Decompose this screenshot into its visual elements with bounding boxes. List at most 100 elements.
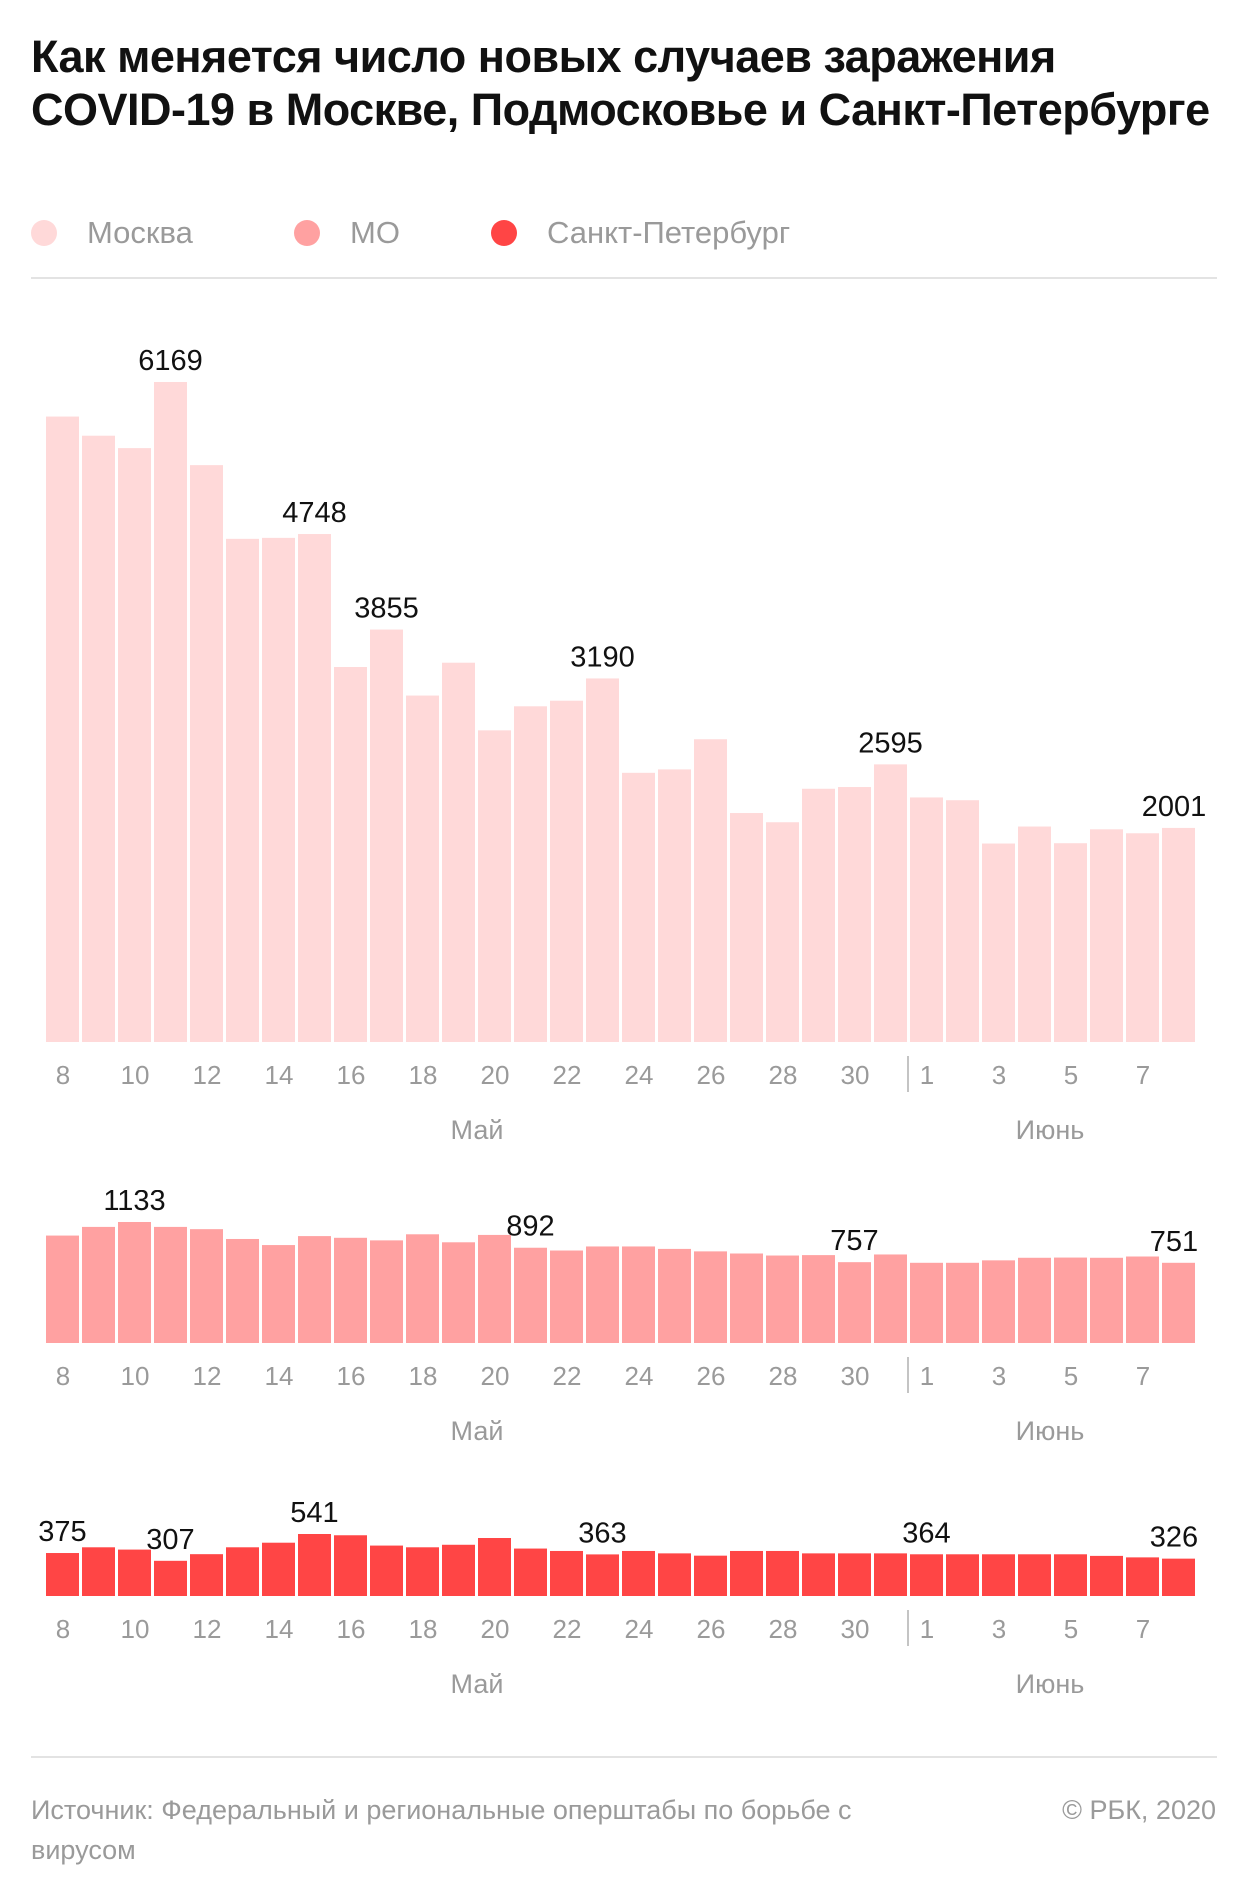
bar-moscow-9 (334, 667, 367, 1042)
bar-spb-26 (946, 1554, 979, 1596)
x-tick-label-mo-5: 16 (337, 1361, 366, 1391)
bar-moscow-15 (550, 700, 583, 1042)
data-label-mo-3: 1133 (103, 1190, 165, 1217)
x-tick-label-moscow-7: 20 (481, 1060, 510, 1090)
bar-mo-4 (154, 1226, 187, 1343)
bar-moscow-2 (82, 435, 115, 1042)
bar-spb-31 (1126, 1557, 1159, 1596)
bar-moscow-20 (730, 813, 763, 1042)
bar-moscow-27 (982, 843, 1015, 1042)
data-label-moscow-8: 4748 (282, 497, 347, 529)
bar-moscow-7 (262, 537, 295, 1042)
x-tick-label-spb-2: 10 (121, 1614, 150, 1644)
bar-moscow-1 (46, 416, 79, 1042)
legend-label-mo: МО (350, 215, 400, 250)
bar-moscow-3 (118, 448, 151, 1042)
bar-mo-16 (586, 1246, 619, 1343)
bar-spb-3 (118, 1549, 151, 1596)
bar-spb-18 (658, 1553, 691, 1596)
month-label-spb-1: Май (451, 1669, 504, 1699)
data-label-spb-8: 541 (290, 1497, 338, 1529)
x-tick-label-mo-4: 14 (265, 1361, 294, 1391)
bar-moscow-5 (190, 465, 223, 1042)
bar-mo-9 (334, 1237, 367, 1343)
x-tick-label-mo-1: 8 (56, 1361, 70, 1391)
bar-mo-20 (730, 1253, 763, 1343)
bar-moscow-13 (478, 730, 511, 1042)
bar-moscow-8 (298, 534, 331, 1042)
bar-spb-8 (298, 1534, 331, 1596)
chart-moscow-svg: 6169 4748 3855 3190 2595 2001 8 10 12 14 16 18 20 22 2… (46, 345, 1207, 1145)
bar-moscow-31 (1126, 833, 1159, 1042)
bar-spb-13 (478, 1538, 511, 1596)
bar-spb-29 (1054, 1554, 1087, 1596)
x-tick-label-spb-7: 20 (481, 1614, 510, 1644)
legend-swatch-mo (294, 220, 320, 246)
x-tick-label-spb-1: 8 (56, 1614, 70, 1644)
bar-spb-19 (694, 1555, 727, 1596)
bar-spb-22 (802, 1553, 835, 1596)
month-label-mo-1: Май (451, 1416, 504, 1446)
data-label-spb-16: 363 (578, 1517, 626, 1549)
bar-mo-29 (1054, 1257, 1087, 1343)
x-tick-label-spb-15: 5 (1064, 1614, 1078, 1644)
bar-mo-8 (298, 1236, 331, 1343)
bar-spb-6 (226, 1547, 259, 1596)
x-tick-label-moscow-8: 22 (553, 1060, 582, 1090)
bar-moscow-10 (370, 629, 403, 1042)
data-label-mo-32: 751 (1150, 1226, 1198, 1258)
bar-spb-9 (334, 1535, 367, 1596)
bar-spb-2 (82, 1547, 115, 1596)
data-label-spb-25: 364 (902, 1517, 950, 1549)
bar-mo-3 (118, 1222, 151, 1343)
bar-mo-28 (1018, 1257, 1051, 1343)
bar-spb-17 (622, 1550, 655, 1596)
month-label-spb-2: Июнь (1016, 1669, 1085, 1699)
x-tick-label-mo-6: 18 (409, 1361, 438, 1391)
bar-moscow-18 (658, 769, 691, 1042)
bar-moscow-4 (154, 382, 187, 1042)
bar-spb-14 (514, 1548, 547, 1596)
source-note: Источник: Федеральный и региональные опе… (31, 1795, 852, 1865)
legend-label-moscow: Москва (87, 215, 193, 250)
bar-moscow-28 (1018, 826, 1051, 1042)
bar-moscow-11 (406, 695, 439, 1042)
bar-moscow-25 (910, 797, 943, 1042)
data-label-moscow-16: 3190 (570, 641, 635, 673)
bar-spb-11 (406, 1547, 439, 1596)
legend-swatch-moscow (31, 220, 57, 246)
bar-mo-18 (658, 1248, 691, 1343)
bar-spb-16 (586, 1554, 619, 1596)
bar-moscow-24 (874, 764, 907, 1042)
bar-moscow-12 (442, 662, 475, 1042)
x-tick-label-moscow-10: 26 (697, 1060, 726, 1090)
bar-mo-15 (550, 1250, 583, 1343)
bar-mo-5 (190, 1229, 223, 1343)
data-label-mo-23: 757 (830, 1225, 878, 1257)
bar-moscow-30 (1090, 829, 1123, 1042)
x-tick-label-moscow-15: 5 (1064, 1060, 1078, 1090)
header-divider (31, 277, 1217, 279)
chart-mo: 1133 892 757 751 8 10 12 14 16 18 20 22 24 26 28 30 1 3 5 7… (0, 1190, 1240, 1490)
bar-mo-22 (802, 1255, 835, 1343)
bar-mo-10 (370, 1240, 403, 1343)
x-tick-label-spb-14: 3 (992, 1614, 1006, 1644)
x-tick-label-spb-16: 7 (1136, 1614, 1150, 1644)
x-tick-label-moscow-6: 18 (409, 1060, 438, 1090)
x-tick-label-moscow-11: 28 (769, 1060, 798, 1090)
bar-mo-6 (226, 1238, 259, 1343)
x-tick-label-spb-12: 30 (841, 1614, 870, 1644)
x-tick-label-spb-6: 18 (409, 1614, 438, 1644)
bar-spb-23 (838, 1553, 871, 1596)
bar-moscow-21 (766, 822, 799, 1042)
x-tick-label-mo-8: 22 (553, 1361, 582, 1391)
bar-mo-25 (910, 1262, 943, 1343)
data-label-mo-14: 892 (506, 1211, 554, 1243)
bar-moscow-22 (802, 788, 835, 1042)
bar-mo-13 (478, 1234, 511, 1343)
bar-moscow-14 (514, 706, 547, 1042)
x-tick-label-moscow-14: 3 (992, 1060, 1006, 1090)
x-tick-label-moscow-2: 10 (121, 1060, 150, 1090)
data-label-moscow-32: 2001 (1142, 791, 1207, 823)
